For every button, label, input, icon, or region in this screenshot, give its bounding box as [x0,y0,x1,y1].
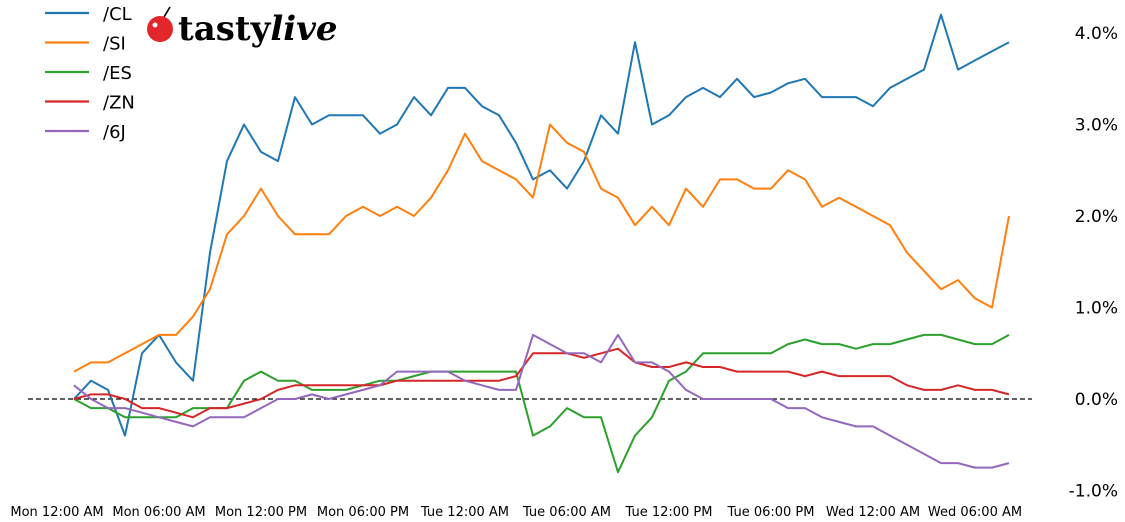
x-tick-label: Mon 12:00 PM [215,505,307,520]
legend-label: /ES [103,63,132,84]
y-axis: 4.0% 3.0% 2.0% 1.0% 0.0% -1.0% [1069,24,1118,502]
legend-label: /SI [103,34,126,55]
series-line-es [73,333,1010,474]
series-line-si [73,123,1010,373]
legend-label: /6J [103,122,126,143]
legend-label: /CL [103,4,132,25]
y-tick-label: 4.0% [1075,24,1118,44]
tastylive-logo: tastylive [147,6,338,49]
x-tick-label: Tue 06:00 AM [522,505,611,520]
y-tick-label: 2.0% [1075,207,1118,227]
x-axis: Mon 12:00 AM Mon 06:00 AM Mon 12:00 PM Mon … [10,505,1022,520]
y-tick-label: 3.0% [1075,116,1118,136]
y-tick-label: 0.0% [1075,390,1118,410]
series-line-zn [73,347,1010,419]
x-tick-label: Wed 06:00 AM [928,505,1022,520]
series-line-6j [73,333,1010,469]
legend-label: /ZN [103,93,135,114]
legend: /CL/SI/ES/ZN/6J [45,4,135,143]
cherry-highlight [152,22,158,28]
x-tick-label: Mon 06:00 PM [317,505,409,520]
y-tick-label: -1.0% [1069,482,1118,502]
series-layer [73,13,1010,474]
logo-text: tastylive [178,9,338,49]
x-tick-label: Tue 12:00 AM [420,505,509,520]
x-tick-label: Mon 06:00 AM [112,505,205,520]
x-tick-label: Wed 12:00 AM [826,505,920,520]
x-tick-label: Mon 12:00 AM [10,505,103,520]
cherry-icon [147,16,173,42]
x-tick-label: Tue 12:00 PM [625,505,713,520]
y-tick-label: 1.0% [1075,299,1118,319]
x-tick-label: Tue 06:00 PM [727,505,815,520]
series-line-cl [73,13,1010,437]
